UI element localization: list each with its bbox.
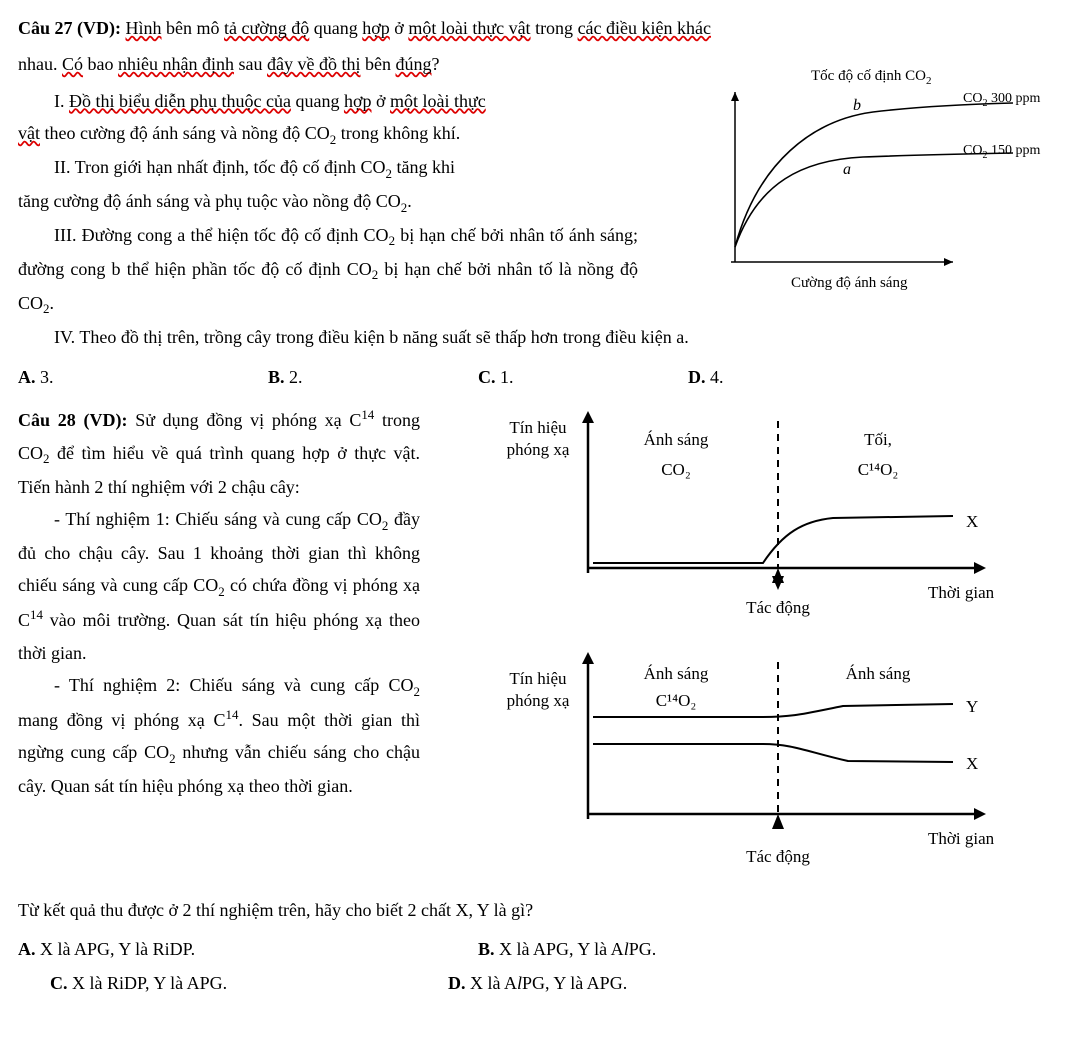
q27-stmt1b: vật theo cường độ ánh sáng và nồng độ CO… [18,117,638,151]
q27-stmt1: I. Đồ thị biểu diễn phụ thuộc của quang … [18,85,638,117]
question-28: Câu 28 (VD): Sử dụng đồng vị phóng xạ C1… [18,403,1047,999]
svg-text:Thời gian: Thời gian [928,583,995,602]
q27-answer-a[interactable]: A. 3. [18,361,268,393]
svg-text:phóng xạ: phóng xạ [507,440,570,459]
q27-stmt3: III. Đường cong a thể hiện tốc độ cố địn… [18,219,638,321]
q28-answer-b[interactable]: B. X là APG, Y là AlPG. [478,933,1047,965]
svg-text:Tín hiệu: Tín hiệu [509,418,567,437]
q28-exp2: - Thí nghiệm 2: Chiếu sáng và cung cấp C… [18,669,420,803]
q28-answers: A. X là APG, Y là RiDP. B. X là APG, Y l… [18,933,1047,1000]
question-27: Tốc độ cố định CO2 b a CO2 300 ppm CO2 1… [18,12,1047,393]
q27-y-label: Tốc độ cố định CO2 [811,68,931,87]
svg-text:CO₂: CO₂ [661,460,691,479]
svg-text:X: X [966,512,978,531]
svg-text:phóng xạ: phóng xạ [507,691,570,710]
svg-text:Tác động: Tác động [746,598,810,617]
svg-text:C¹⁴O₂: C¹⁴O₂ [858,460,899,479]
svg-text:Ánh sáng: Ánh sáng [644,664,709,683]
q27-series-a-label: CO2 150 ppm [963,143,1040,161]
q27-stmt2: II. Tron giới hạn nhất định, tốc độ cố đ… [18,151,638,185]
q28-conclusion: Từ kết quả thu được ở 2 thí nghiệm trên,… [18,894,1047,926]
svg-text:C¹⁴O₂: C¹⁴O₂ [656,691,697,710]
q28-graph1: Tín hiệu phóng xạ Ánh sáng CO₂ Tối, C¹⁴O… [438,403,1018,633]
svg-text:Ánh sáng: Ánh sáng [846,664,911,683]
q27-series-b-label: CO2 300 ppm [963,91,1040,109]
q27-answers: A. 3. B. 2. C. 1. D. 4. [18,361,1047,393]
q27-label-b: b [853,97,861,114]
svg-text:Y: Y [966,697,978,716]
svg-text:X: X [966,754,978,773]
q28-graph2: Tín hiệu phóng xạ Ánh sáng C¹⁴O₂ Ánh sán… [438,644,1018,884]
q28-answer-d[interactable]: D. X là AlPG, Y là APG. [448,967,1047,999]
q27-answer-d[interactable]: D. 4. [688,361,724,393]
svg-text:Tối,: Tối, [864,430,892,449]
svg-text:Thời gian: Thời gian [928,829,995,848]
q28-exp1: - Thí nghiệm 1: Chiếu sáng và cung cấp C… [18,503,420,669]
q27-curve-a [735,153,1013,247]
q27-stmt4: IV. Theo đồ thị trên, trồng cây trong đi… [18,321,1047,353]
q27-intro: Câu 27 (VD): Hình bên mô tả cường độ qua… [18,12,1047,44]
q28-answer-c[interactable]: C. X là RiDP, Y là APG. [18,967,448,999]
q27-label-a: a [843,161,851,178]
q27-answer-b[interactable]: B. 2. [268,361,478,393]
q27-x-label: Cường độ ánh sáng [791,275,908,291]
q27-answer-c[interactable]: C. 1. [478,361,688,393]
q27-stmt2b: tăng cường độ ánh sáng và phụ tuộc vào n… [18,185,638,219]
svg-text:Tín hiệu: Tín hiệu [509,669,567,688]
q28-answer-a[interactable]: A. X là APG, Y là RiDP. [18,933,478,965]
q28-intro: Câu 28 (VD): Sử dụng đồng vị phóng xạ C1… [18,403,420,503]
svg-text:Tác động: Tác động [746,847,810,866]
svg-text:Ánh sáng: Ánh sáng [644,430,709,449]
q27-graph: Tốc độ cố định CO2 b a CO2 300 ppm CO2 1… [703,62,1043,302]
q27-curve-b [735,103,1013,247]
